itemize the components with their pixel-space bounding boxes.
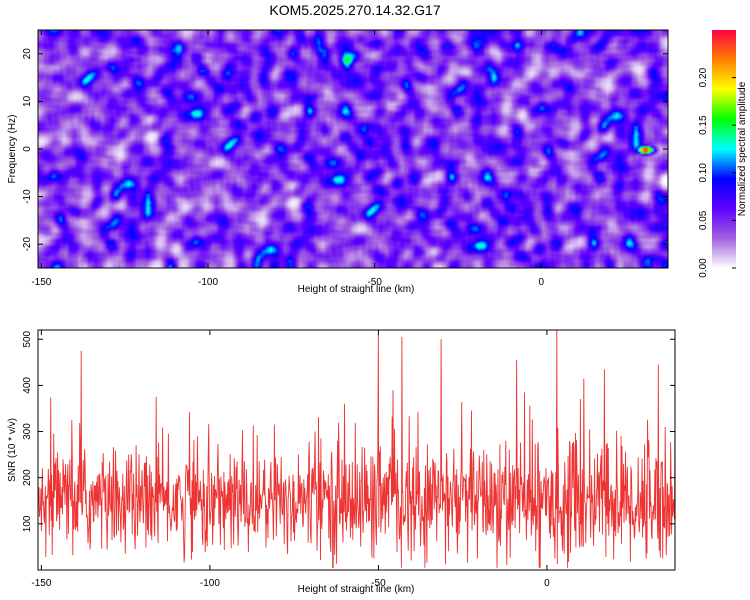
x-tick-label: -100 bbox=[198, 277, 218, 288]
snr-frame bbox=[37, 329, 676, 571]
x-tick-label: -100 bbox=[200, 578, 220, 589]
colorbar-label: Normalized spectral amplitude bbox=[737, 81, 748, 216]
y-tick-label: -10 bbox=[22, 189, 33, 204]
x-tick-label: -50 bbox=[367, 277, 382, 288]
snr-y-label: SNR (10 * v/v) bbox=[7, 418, 18, 482]
y-tick-label: 10 bbox=[22, 95, 33, 107]
x-tick-label: -50 bbox=[371, 578, 386, 589]
colorbar-tick-label: 0.05 bbox=[698, 210, 709, 230]
colorbar-bar bbox=[712, 30, 736, 268]
x-tick-label: 0 bbox=[539, 277, 545, 288]
y-tick-label: 300 bbox=[22, 423, 33, 440]
colorbar-tick-label: 0.10 bbox=[698, 163, 709, 183]
heatmap-image bbox=[38, 30, 668, 268]
colorbar-tick-label: 0.15 bbox=[698, 115, 709, 135]
heatmap-x-ticks: -150 -100 -50 0 bbox=[31, 30, 545, 288]
y-tick-label: 0 bbox=[22, 146, 33, 152]
y-tick-label: 100 bbox=[22, 515, 33, 532]
snr-panel: -150 -100 -50 0 100 200 300 400 500 Height of s… bbox=[7, 329, 676, 595]
figure-title: KOM5.2025.270.14.32.G17 bbox=[269, 2, 440, 18]
y-tick-label: 400 bbox=[22, 377, 33, 394]
y-tick-label: 500 bbox=[22, 330, 33, 347]
x-tick-label: -150 bbox=[31, 578, 51, 589]
heatmap-x-label: Height of straight line (km) bbox=[298, 284, 415, 295]
snr-x-ticks: -150 -100 -50 0 bbox=[31, 330, 550, 589]
heatmap-y-label: Frequency (Hz) bbox=[7, 115, 18, 184]
colorbar-tick-label: 0.00 bbox=[698, 258, 709, 278]
y-tick-label: 200 bbox=[22, 469, 33, 486]
y-tick-label: 20 bbox=[22, 48, 33, 60]
x-tick-label: 0 bbox=[544, 578, 550, 589]
colorbar: 0.00 0.05 0.10 0.15 0.20 Normalized spectral… bbox=[698, 30, 748, 278]
snr-series-line bbox=[38, 330, 675, 569]
snr-x-label: Height of straight line (km) bbox=[298, 584, 415, 595]
heatmap-y-ticks: -20 -10 0 10 20 bbox=[22, 48, 668, 252]
colorbar-tick-label: 0.20 bbox=[698, 67, 709, 87]
x-tick-label: -150 bbox=[31, 277, 51, 288]
colorbar-ticks: 0.00 0.05 0.10 0.15 0.20 bbox=[698, 67, 736, 278]
snr-y-ticks: 100 200 300 400 500 bbox=[22, 330, 675, 532]
y-tick-label: -20 bbox=[22, 237, 33, 252]
